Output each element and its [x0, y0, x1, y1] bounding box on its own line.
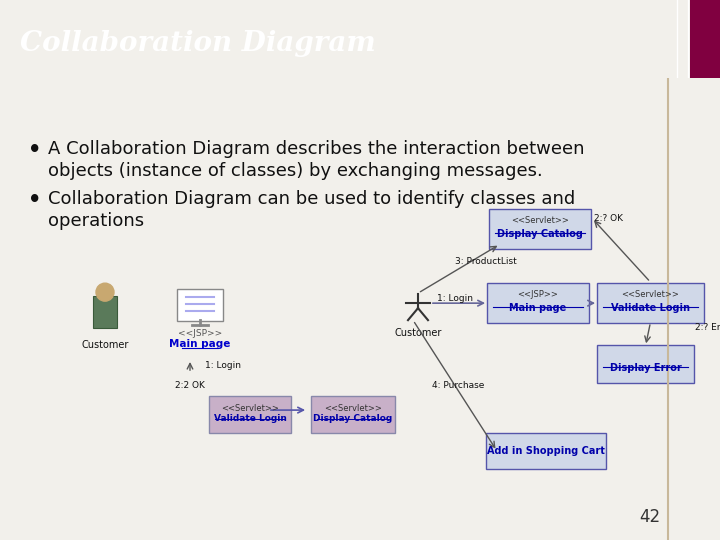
Text: Main page: Main page — [169, 339, 230, 349]
FancyBboxPatch shape — [597, 345, 694, 383]
FancyBboxPatch shape — [690, 0, 720, 78]
FancyBboxPatch shape — [311, 396, 395, 433]
Text: A Collaboration Diagram describes the interaction between: A Collaboration Diagram describes the in… — [48, 140, 585, 158]
FancyBboxPatch shape — [177, 289, 223, 321]
Text: 2:? OK: 2:? OK — [594, 214, 623, 223]
Text: 2:2 OK: 2:2 OK — [175, 381, 205, 390]
Text: Display Catalog: Display Catalog — [497, 229, 583, 239]
Text: 42: 42 — [639, 508, 660, 526]
Text: Add in Shopping Cart: Add in Shopping Cart — [487, 446, 605, 456]
Text: Main page: Main page — [509, 303, 567, 313]
Text: <<Servlet>>: <<Servlet>> — [221, 404, 279, 413]
Text: 3: ProductList: 3: ProductList — [455, 257, 517, 266]
Text: •: • — [28, 140, 41, 160]
FancyBboxPatch shape — [93, 296, 117, 328]
Text: objects (instance of classes) by exchanging messages.: objects (instance of classes) by exchang… — [48, 162, 543, 180]
Text: operations: operations — [48, 212, 144, 230]
Text: Customer: Customer — [81, 340, 129, 350]
Text: <<JSP>>: <<JSP>> — [518, 290, 559, 299]
FancyBboxPatch shape — [486, 433, 606, 469]
Text: <<Servlet>>: <<Servlet>> — [324, 404, 382, 413]
Text: Customer: Customer — [395, 328, 441, 338]
Text: <<Servlet>>: <<Servlet>> — [621, 290, 680, 299]
Text: 4: Purchase: 4: Purchase — [432, 381, 485, 390]
Text: 1: Login: 1: Login — [205, 361, 241, 369]
Text: Collaboration Diagram can be used to identify classes and: Collaboration Diagram can be used to ide… — [48, 190, 575, 208]
Text: Display Error: Display Error — [610, 363, 681, 373]
FancyBboxPatch shape — [597, 283, 704, 323]
Text: Display Catalog: Display Catalog — [313, 414, 392, 423]
Text: <<JSP>>: <<JSP>> — [178, 329, 222, 338]
Text: Validate Login: Validate Login — [611, 303, 690, 313]
FancyBboxPatch shape — [487, 283, 589, 323]
Text: Validate Login: Validate Login — [214, 414, 287, 423]
FancyBboxPatch shape — [209, 396, 291, 433]
Text: •: • — [28, 190, 41, 210]
Text: 2:? Error: 2:? Error — [695, 323, 720, 332]
Text: 1: Login: 1: Login — [437, 294, 473, 302]
Circle shape — [96, 283, 114, 301]
Text: Collaboration Diagram: Collaboration Diagram — [20, 30, 376, 57]
FancyBboxPatch shape — [489, 209, 591, 249]
Text: <<Servlet>>: <<Servlet>> — [511, 216, 569, 225]
